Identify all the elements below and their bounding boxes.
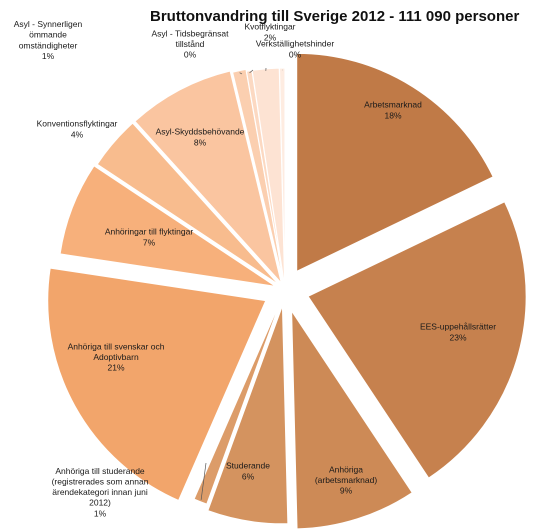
slice-label-anhoriga-till-studerande-registrerades-s: Anhöriga till studerande (registrerades s…	[52, 466, 149, 519]
pie-slice-asyl-synnerligen-ommande-omstandigheter	[232, 68, 285, 285]
leader-line-asyl-synnerligen-ommande-omstandigheter	[239, 72, 243, 75]
slice-label-kvotflyktingar: Kvotflyktingar 2%	[244, 22, 295, 43]
leader-lines	[200, 67, 283, 500]
pie-slice-anhoriga-arbetsmarknad	[291, 309, 413, 530]
chart-title: Bruttonvandring till Sverige 2012 - 111 …	[150, 8, 520, 25]
leader-line-anhoriga-till-studerande-registrerades-s	[200, 462, 207, 500]
pie-slice-ees-uppehallsratter	[307, 201, 527, 479]
slice-label-anhoriga-till-svenskar-och-adoptivbarn: Anhöriga till svenskar och Adoptivbarn 21%	[68, 341, 165, 372]
slice-label-ees-uppehallsratter: EES-uppehållsrätter 23%	[420, 322, 496, 343]
pie-slice-studerande	[207, 305, 289, 525]
slice-label-verkstallighetshinder: Verkställighetshinder 0%	[256, 39, 335, 60]
slice-labels: Arbetsmarknad 18% EES-uppehållsrätter 23% An…	[14, 19, 496, 518]
pie-slice-anhoringar-till-flyktingar	[59, 165, 276, 287]
pie-slice-anhoriga-till-svenskar-och-adoptivbarn	[47, 267, 267, 502]
pie-slices	[47, 52, 527, 530]
pie-slice-konventionsflyktingar	[96, 122, 280, 286]
slice-label-anhoringar-till-flyktingar: Anhöringar till flyktingar 7%	[105, 227, 194, 248]
slice-label-anhoriga-arbetsmarknad: Anhöriga (arbetsmarknad) 9%	[315, 464, 378, 495]
pie-slice-anhoriga-till-studerande-registrerades-s	[193, 299, 282, 505]
slice-label-asyl-tidsbegransat-tillstand: Asyl - Tidsbegränsat tillstånd 0%	[151, 28, 229, 59]
slice-label-studerande: Studerande 6%	[226, 461, 270, 482]
pie-slice-verkstallighetshinder	[279, 67, 286, 287]
slice-label-asyl-synnerligen-ommande-omstandigheter: Asyl - Synnerligen ömmande omständigheter 1…	[14, 19, 83, 61]
slice-label-arbetsmarknad: Arbetsmarknad 18%	[364, 100, 422, 121]
leader-line-asyl-tidsbegransat-tillstand	[249, 69, 254, 74]
slice-label-konventionsflyktingar: Konventionsflyktingar 4%	[37, 119, 118, 140]
pie-slice-asyl-skyddsbehovande	[134, 70, 282, 284]
slice-label-asyl-skyddsbehovande: Asyl-Skyddsbehövande 8%	[156, 127, 245, 148]
pie-slice-arbetsmarknad	[296, 52, 494, 273]
